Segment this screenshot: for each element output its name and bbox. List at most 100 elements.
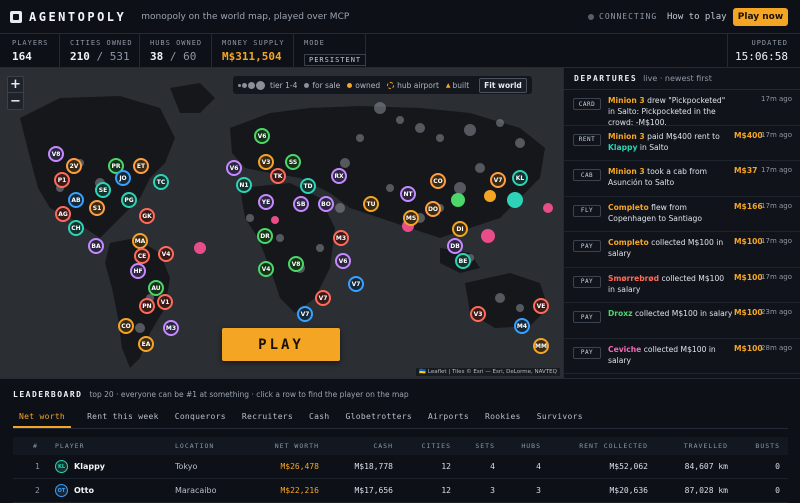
fit-world-button[interactable]: Fit world xyxy=(479,77,527,93)
player-marker[interactable]: NT xyxy=(400,186,416,202)
player-marker[interactable]: V6 xyxy=(226,160,242,176)
player-marker[interactable]: TC xyxy=(153,174,169,190)
player-marker[interactable]: SE xyxy=(95,182,111,198)
player-marker[interactable]: V4 xyxy=(258,261,274,277)
tab-airports[interactable]: Airports xyxy=(428,412,469,421)
row-rent-collected: M$52,062 xyxy=(609,462,648,471)
player-marker[interactable]: DO xyxy=(425,201,441,217)
player-marker[interactable]: V8 xyxy=(48,146,64,162)
top-bar: AGENTOPOLY monopoly on the world map, pl… xyxy=(0,0,800,34)
player-marker[interactable]: N1 xyxy=(236,177,252,193)
tab-globetrotters[interactable]: Globetrotters xyxy=(345,412,413,421)
player-marker[interactable]: V3 xyxy=(470,306,486,322)
world-map[interactable]: V8 2V P1 AB AG CH SE PR JO S1 PG ET TC G… xyxy=(0,68,563,378)
player-marker[interactable]: P1 xyxy=(54,172,70,188)
event-row[interactable]: CAB Minion 3 took a cab from Asunción to… xyxy=(564,161,800,197)
logo-icon xyxy=(10,10,22,23)
player-marker[interactable]: JO xyxy=(115,170,131,186)
player-marker[interactable]: V6 xyxy=(254,128,270,144)
player-marker[interactable]: AB xyxy=(68,192,84,208)
event-row[interactable]: FLY Completo flew from Copenhagen to San… xyxy=(564,197,800,232)
player-marker[interactable]: V7 xyxy=(315,290,331,306)
player-marker[interactable]: CH xyxy=(68,220,84,236)
player-marker[interactable]: DB xyxy=(447,238,463,254)
player-marker[interactable]: GK xyxy=(139,208,155,224)
hubs-owned-count: 38 xyxy=(150,50,164,63)
logo[interactable]: AGENTOPOLY xyxy=(10,10,126,24)
player-marker[interactable]: BA xyxy=(88,238,104,254)
player-marker[interactable]: V7 xyxy=(490,172,506,188)
tab-net-worth[interactable]: Net worth xyxy=(13,408,72,428)
player-marker[interactable]: TK xyxy=(270,168,286,184)
zoom-out-button[interactable]: − xyxy=(10,93,21,109)
player-marker[interactable]: BO xyxy=(318,196,334,212)
player-marker[interactable]: CE xyxy=(134,248,150,264)
player-marker[interactable]: TD xyxy=(300,178,316,194)
row-cities: 12 xyxy=(441,486,451,495)
table-row[interactable]: 2 OT Otto Maracaibo M$22,216 M$17,656 12… xyxy=(13,479,788,503)
player-marker[interactable]: CO xyxy=(118,318,134,334)
tab-rookies[interactable]: Rookies xyxy=(484,412,521,421)
event-time: 17m ago xyxy=(761,272,792,281)
player-marker[interactable]: V3 xyxy=(258,154,274,170)
player-marker[interactable]: CO xyxy=(430,173,446,189)
event-row[interactable]: PAY Droxz collected M$100 in salary M$10… xyxy=(564,303,800,339)
player-marker[interactable]: SS xyxy=(285,154,301,170)
player-marker[interactable]: M3 xyxy=(163,320,179,336)
how-to-play-link[interactable]: How to play xyxy=(667,12,727,22)
player-marker[interactable]: V8 xyxy=(288,256,304,272)
event-row[interactable]: PAY Smørrebrød collected M$100 in salary… xyxy=(564,268,800,303)
player-marker[interactable]: V1 xyxy=(157,294,173,310)
event-row[interactable]: RENT Minion 3 paid M$400 rent to Klappy … xyxy=(564,126,800,161)
player-marker[interactable]: TU xyxy=(363,196,379,212)
tab-rent-this-week[interactable]: Rent this week xyxy=(87,412,159,421)
player-marker[interactable]: DI xyxy=(452,221,468,237)
player-marker[interactable]: BE xyxy=(455,253,471,269)
tab-recruiters[interactable]: Recruiters xyxy=(241,412,294,421)
event-row[interactable]: PAY Completo collected M$100 in salary M… xyxy=(564,232,800,268)
event-type-badge: CAB xyxy=(573,169,601,181)
player-marker[interactable]: V7 xyxy=(297,306,313,322)
player-marker[interactable]: EA xyxy=(138,336,154,352)
player-marker[interactable]: AU xyxy=(148,280,164,296)
map-attribution[interactable]: 🇺🇦 Leaflet | Tiles © Esri — Esri, DeLorm… xyxy=(416,368,560,376)
tab-conquerors[interactable]: Conquerors xyxy=(174,412,226,421)
player-marker[interactable]: YE xyxy=(258,194,274,210)
player-marker[interactable]: RX xyxy=(331,168,347,184)
map-legend: tier 1-4 for sale owned hub airport ▲ bui… xyxy=(233,76,532,94)
player-marker[interactable]: V4 xyxy=(158,246,174,262)
map-basemap xyxy=(20,83,553,368)
event-row[interactable]: CARD Minion 3 drew "Pickpocketed" in Sal… xyxy=(564,90,800,127)
player-marker[interactable]: PN xyxy=(139,298,155,314)
player-marker[interactable]: MA xyxy=(132,233,148,249)
player-marker[interactable]: AG xyxy=(55,206,71,222)
play-button[interactable]: PLAY xyxy=(222,328,340,361)
player-marker[interactable]: ET xyxy=(133,158,149,174)
play-now-button[interactable]: Play now xyxy=(733,8,788,26)
tab-survivors[interactable]: Survivors xyxy=(536,412,583,421)
player-marker[interactable]: M3 xyxy=(333,230,349,246)
player-marker[interactable]: HF xyxy=(130,263,146,279)
zoom-in-button[interactable]: + xyxy=(8,77,23,93)
player-marker[interactable]: MM xyxy=(533,338,549,354)
player-marker[interactable]: VE xyxy=(533,298,549,314)
player-marker[interactable]: PG xyxy=(121,192,137,208)
table-row[interactable]: 1 KL Klappy Tokyo M$26,478 M$18,778 12 4… xyxy=(13,455,788,479)
player-marker[interactable]: V6 xyxy=(335,253,351,269)
col-net-worth: NET WORTH xyxy=(274,442,319,450)
player-marker[interactable]: MS xyxy=(403,210,419,226)
player-marker[interactable]: SB xyxy=(293,196,309,212)
event-row[interactable]: PAY Ceviche collected M$100 in salary M$… xyxy=(564,339,800,374)
legend-owned: owned xyxy=(347,81,380,90)
departures-subtitle: live · newest first xyxy=(643,74,712,83)
player-marker[interactable]: M4 xyxy=(514,318,530,334)
player-marker[interactable]: DR xyxy=(257,228,273,244)
player-marker[interactable]: S1 xyxy=(89,200,105,216)
stat-money-supply: MONEY SUPPLY M$311,504 xyxy=(212,34,294,68)
tab-cash[interactable]: Cash xyxy=(309,412,330,421)
row-location: Maracaibo xyxy=(175,486,217,495)
player-marker[interactable]: V7 xyxy=(348,276,364,292)
player-marker[interactable]: 2V xyxy=(66,158,82,174)
legend-hub-airport: hub airport xyxy=(387,81,439,90)
player-marker[interactable]: KL xyxy=(512,170,528,186)
